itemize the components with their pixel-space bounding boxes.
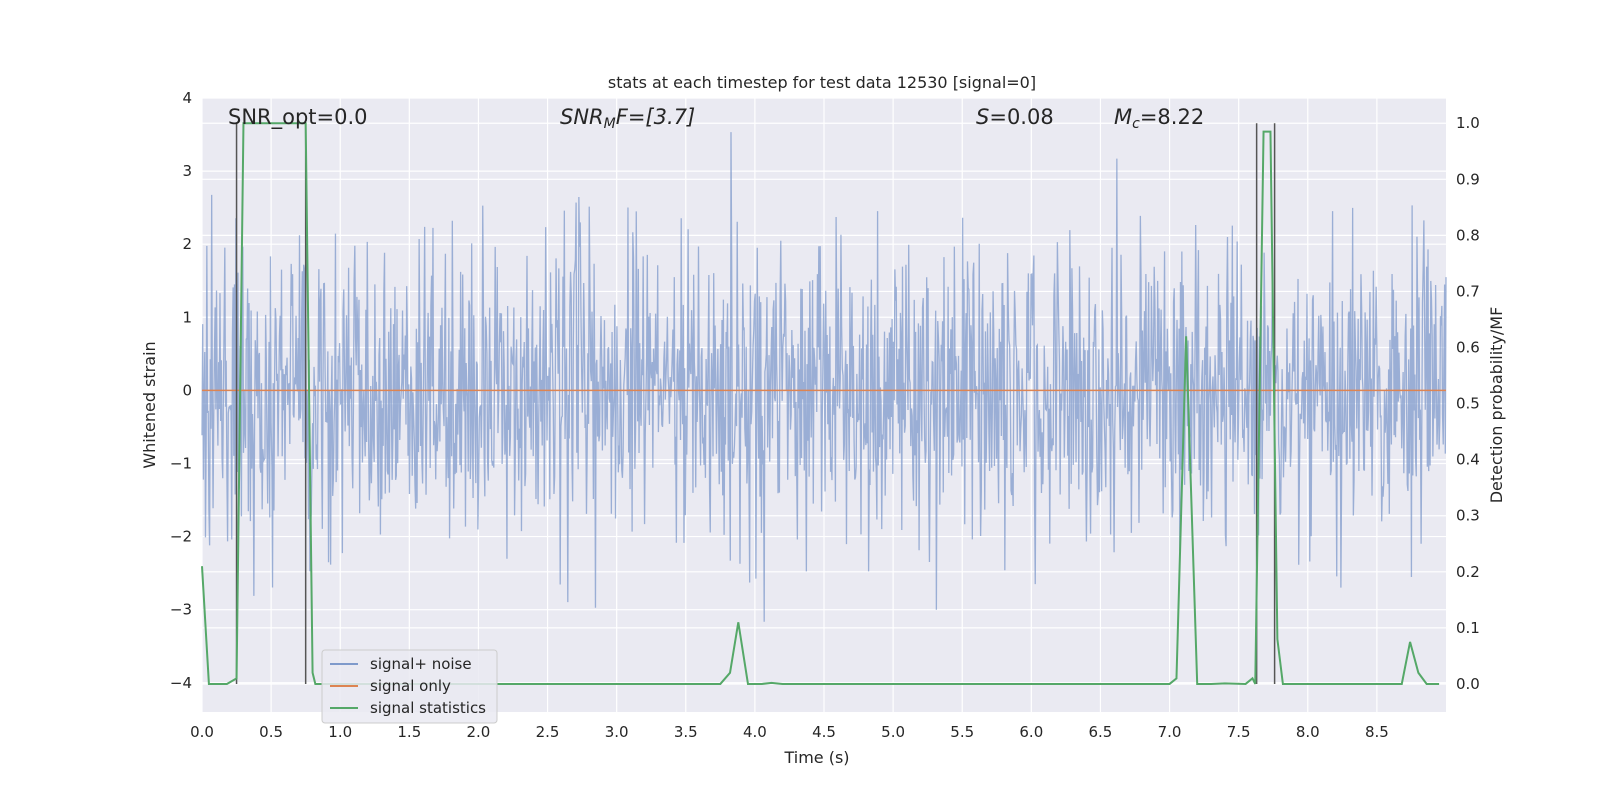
x-tick-label: 4.5: [812, 723, 836, 741]
chart-title: stats at each timestep for test data 125…: [608, 73, 1036, 92]
annotation-mc-subscript: c: [1132, 116, 1140, 132]
annotation-s-value: =0.08: [989, 105, 1053, 129]
stats-line: [201, 122, 1440, 685]
x-tick-label: 0.5: [259, 723, 283, 741]
y-tick-label: 2: [182, 235, 192, 253]
annotation-mc-symbol: M: [1114, 105, 1132, 129]
y-right-tick-label: 0.3: [1456, 507, 1480, 525]
x-tick-label: 2.5: [536, 723, 560, 741]
x-tick-label: 5.0: [881, 723, 905, 741]
y-right-tick-label: 1.0: [1456, 114, 1480, 132]
y-tick-label: 4: [182, 89, 192, 107]
x-tick-label: 4.0: [743, 723, 767, 741]
legend-label-signal: signal only: [370, 677, 451, 695]
x-axis: 0.0 0.5 1.0 1.5 2.0 2.5 3.0 3.5 4.0 4.5 5.0 5.5 6.0 6…: [190, 723, 1389, 741]
annotation-snr-opt: SNR_opt=0.0: [228, 105, 368, 130]
y-right-tick-label: 0.4: [1456, 451, 1480, 469]
x-tick-label: 3.0: [605, 723, 629, 741]
y-right-tick-label: 0.5: [1456, 395, 1480, 413]
noise-series: [201, 132, 1447, 622]
x-tick-label: 2.0: [467, 723, 491, 741]
x-tick-label: 6.0: [1019, 723, 1043, 741]
x-tick-label: 1.5: [397, 723, 421, 741]
legend-label-noise: signal+ noise: [370, 655, 472, 673]
annotation-snr-mf: SNRMF=[3.7]: [560, 105, 695, 132]
y-tick-label: 1: [182, 308, 192, 326]
x-tick-label: 0.0: [190, 723, 214, 741]
y-tick-label: −1: [170, 454, 192, 472]
y-right-tick-label: 0.8: [1456, 226, 1480, 244]
noise-line: [201, 132, 1447, 622]
annotation-snr-mf-symbol: SNR: [560, 105, 604, 129]
x-tick-label: 8.0: [1296, 723, 1320, 741]
y-right-tick-label: 0.2: [1456, 563, 1480, 581]
annotation-mc: Mc=8.22: [1114, 105, 1204, 132]
x-tick-label: 8.5: [1365, 723, 1389, 741]
x-tick-label: 5.5: [950, 723, 974, 741]
legend-box: [321, 649, 498, 724]
y-right-tick-label: 0.1: [1456, 619, 1480, 637]
y-axis-right-title: Detection probability/MF: [1487, 307, 1506, 504]
annotation-s: S=0.08: [976, 105, 1054, 129]
y-tick-label: 3: [182, 162, 192, 180]
y-right-tick-label: 0.9: [1456, 170, 1480, 188]
y-tick-label: −4: [170, 674, 192, 692]
annotation-snr-mf-value: F=[3.7]: [616, 105, 695, 129]
annotation-snr-mf-subscript: M: [604, 116, 616, 132]
x-tick-label: 7.0: [1158, 723, 1182, 741]
stats-series: [201, 122, 1440, 685]
y-right-tick-label: 0.0: [1456, 675, 1480, 693]
y-right-tick-label: 0.6: [1456, 339, 1480, 357]
y-axis-left: 4 3 2 1 0 −1 −2 −3 −4: [170, 89, 192, 692]
y-axis-right: 1.0 0.9 0.8 0.7 0.6 0.5 0.4 0.3 0.2 0.1 0.0: [1456, 114, 1480, 693]
y-axis-title: Whitened strain: [140, 341, 159, 468]
annotation-s-symbol: S: [976, 105, 989, 129]
x-axis-title: Time (s): [783, 748, 849, 767]
x-tick-label: 6.5: [1089, 723, 1113, 741]
y-right-tick-label: 0.7: [1456, 282, 1480, 300]
annotation-mc-value: =8.22: [1140, 105, 1204, 129]
x-tick-label: 1.0: [328, 723, 352, 741]
y-tick-label: 0: [182, 381, 192, 399]
legend-label-stats: signal statistics: [370, 699, 486, 717]
x-tick-label: 7.5: [1227, 723, 1251, 741]
y-tick-label: −3: [170, 601, 192, 619]
legend: signal+ noise signal only signal statist…: [321, 649, 498, 724]
x-tick-label: 3.5: [674, 723, 698, 741]
y-tick-label: −2: [170, 528, 192, 546]
